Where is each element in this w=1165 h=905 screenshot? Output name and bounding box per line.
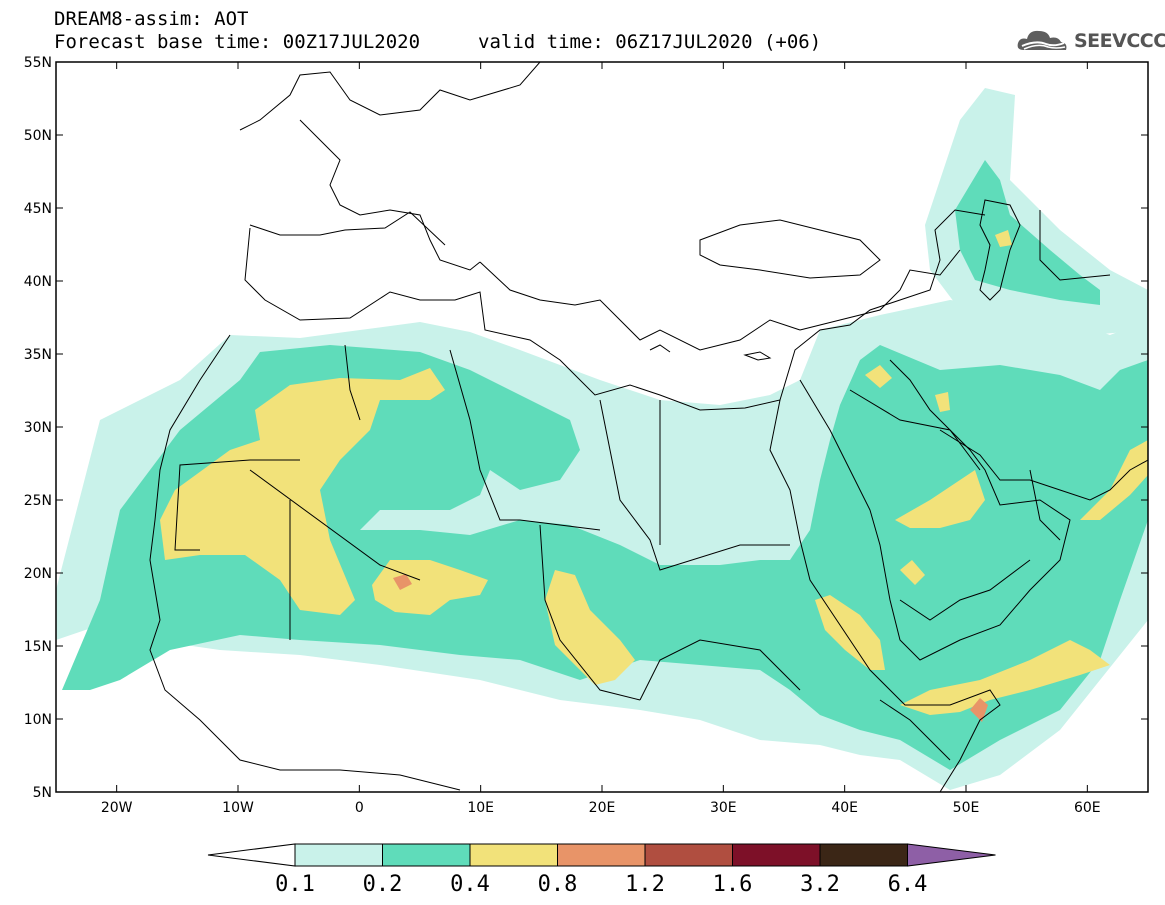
colorbar-swatch — [469, 843, 558, 867]
aot-band-0.4-iran — [1080, 440, 1148, 520]
lon-label: 60E — [1074, 800, 1101, 816]
colorbar-swatch — [382, 843, 471, 867]
colorbar-level-label: 0.2 — [362, 872, 403, 897]
lon-axis: 20W 10W 0 10E 20E 30E 40E 50E 60E — [101, 62, 1101, 816]
forecast-base-time: Forecast base time: 00Z17JUL2020 — [54, 31, 421, 53]
colorbar-level-label: 1.6 — [712, 872, 753, 897]
colorbar-low-arrow — [207, 843, 296, 867]
colorbar-swatch — [819, 843, 908, 867]
colorbar-swatch — [732, 843, 821, 867]
lat-label: 55N — [24, 55, 52, 71]
lat-axis: 55N 50N 45N 40N 35N 30N 25N 20N 15N 10N 5N — [24, 55, 1148, 801]
coastlines-borders — [149, 62, 1148, 792]
cloud-logo-icon — [1017, 30, 1067, 50]
aot-band-0.4-west — [160, 368, 445, 615]
aot-band-0.2-caspian — [955, 160, 1100, 305]
lat-label: 50N — [24, 128, 52, 144]
colorbar-swatch — [294, 843, 383, 867]
lat-label: 35N — [24, 347, 52, 363]
aot-band-0.4-syria — [865, 365, 892, 388]
seevccc-logo: SEEVCCC — [1016, 26, 1165, 56]
map-title: DREAM8-assim: AOT — [54, 8, 249, 30]
colorbar-level-label: 3.2 — [800, 872, 840, 897]
lon-label: 30E — [710, 800, 737, 816]
lat-label: 40N — [24, 274, 52, 290]
aot-band-0.4-niger — [372, 560, 488, 615]
lon-label: 10E — [467, 800, 494, 816]
aot-band-0.4-yemen — [900, 560, 925, 585]
lat-label: 20N — [24, 566, 52, 582]
aot-band-0.4-somalia — [900, 640, 1110, 715]
lat-label: 15N — [24, 639, 52, 655]
aot-band-0.4-arabia — [895, 470, 985, 528]
colorbar-level-label: 0.8 — [537, 872, 578, 897]
colorbar-level-label: 1.2 — [625, 872, 665, 897]
lon-label: 40E — [831, 800, 858, 816]
colorbar-level-label: 0.1 — [275, 872, 315, 897]
colorbar-level-label: 0.4 — [450, 872, 490, 897]
colorbar-swatch — [644, 843, 733, 867]
lon-label: 10W — [222, 800, 254, 816]
lon-label: 20E — [589, 800, 616, 816]
aot-fields — [56, 88, 1148, 790]
aot-band-0.8-somalia — [970, 698, 988, 722]
aot-band-0.4-iraq — [935, 392, 950, 412]
lon-label: 0 — [355, 800, 364, 816]
aot-band-0.4-chad — [545, 570, 635, 685]
colorbar-high-arrow — [907, 843, 996, 867]
aot-band-0.8-niger — [393, 574, 412, 590]
aot-band-0.4-caspian — [995, 230, 1012, 247]
lon-label: 50E — [953, 800, 980, 816]
lon-label: 20W — [101, 800, 133, 816]
lat-label: 30N — [24, 420, 52, 436]
lat-label: 10N — [24, 712, 52, 728]
logo-text: SEEVCCC — [1074, 30, 1165, 52]
colorbar-level-label: 6.4 — [887, 872, 928, 897]
lat-label: 45N — [24, 201, 52, 217]
valid-time: valid time: 06Z17JUL2020 (+06) — [478, 31, 822, 53]
lat-label: 5N — [33, 785, 52, 801]
colorbar — [207, 843, 996, 867]
colorbar-swatch — [557, 843, 646, 867]
lat-label: 25N — [24, 493, 52, 509]
